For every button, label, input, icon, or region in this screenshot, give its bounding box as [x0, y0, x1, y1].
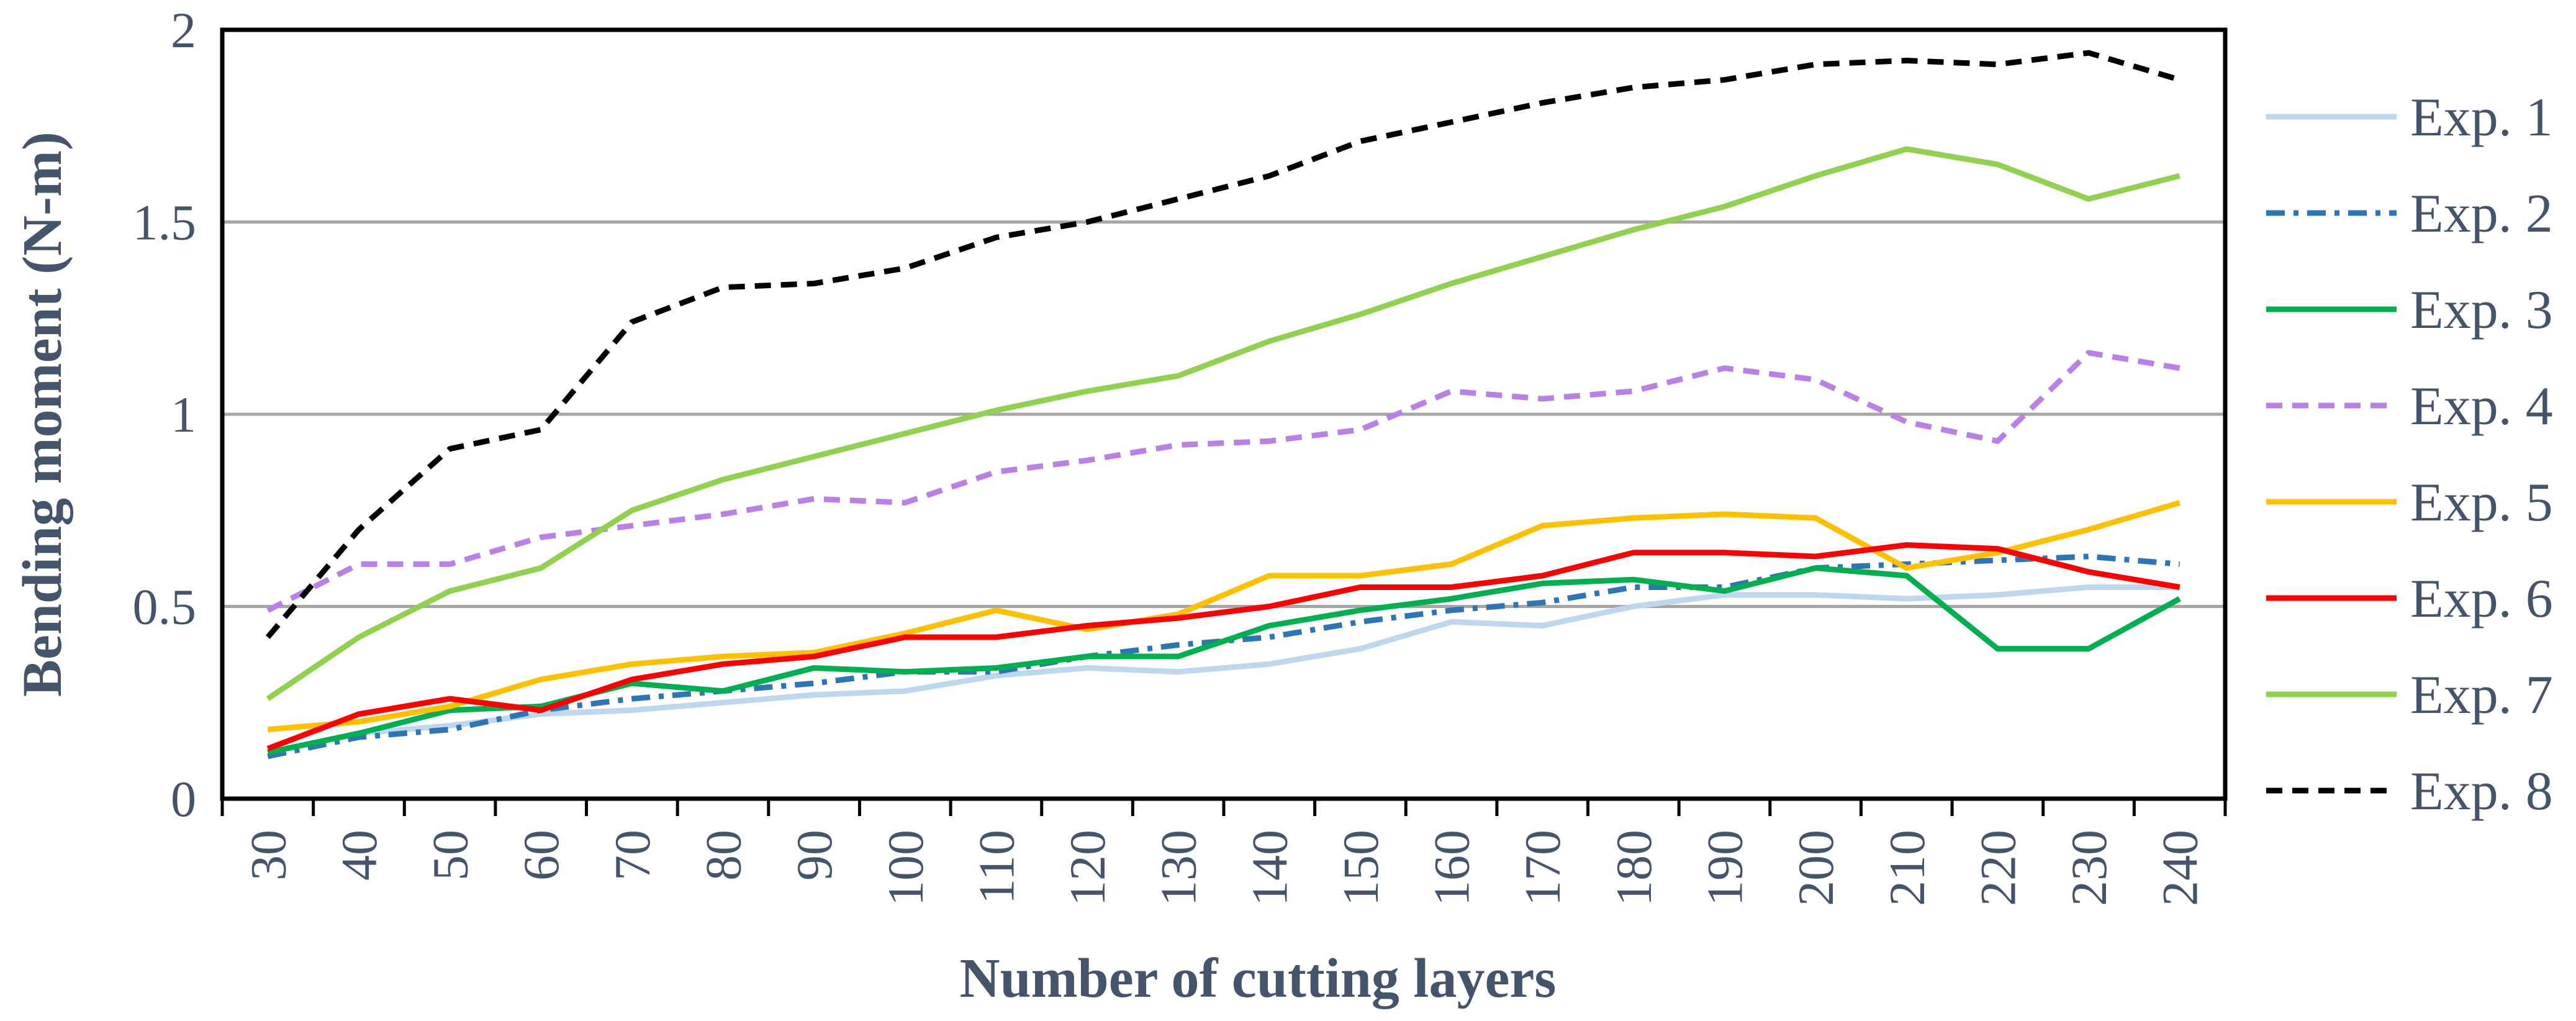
x-axis: 30 40 50 60 70 80 90 100 110 120 130 140 150 160 170 18… — [220, 799, 2227, 906]
series-line-exp-2 — [267, 553, 2181, 760]
x-tick-label: 30 — [240, 830, 296, 881]
y-tick-label: 1 — [171, 386, 196, 443]
series-layer — [265, 50, 2181, 760]
x-tick-label: 110 — [968, 830, 1024, 904]
series-line-exp-8 — [265, 50, 2181, 639]
series-line-exp-5 — [267, 500, 2181, 733]
x-tick-label: 160 — [1424, 830, 1480, 906]
x-axis-title: Number of cutting layers — [960, 948, 1557, 1009]
legend: Exp. 1 Exp. 2 Exp. 3 Exp. 4 Exp. 5 Exp. 6 Exp.… — [2266, 88, 2553, 822]
x-tick-label: 60 — [513, 830, 569, 881]
legend-label-exp-1: Exp. 1 — [2410, 88, 2553, 148]
legend-label-exp-7: Exp. 7 — [2410, 665, 2553, 725]
x-tick-label: 80 — [695, 830, 752, 881]
x-tick-label: 230 — [2061, 830, 2117, 906]
series-line-exp-7 — [266, 146, 2181, 701]
y-tick-label: 0 — [171, 771, 196, 827]
series-line-exp-6 — [266, 542, 2181, 751]
legend-label-exp-4: Exp. 4 — [2410, 376, 2553, 437]
series-line-exp-1 — [267, 584, 2180, 756]
x-tick-label: 210 — [1879, 830, 1935, 906]
x-tick-label: 130 — [1150, 830, 1207, 906]
x-tick-label: 200 — [1787, 830, 1844, 906]
x-tick-label: 120 — [1059, 830, 1116, 906]
legend-label-exp-5: Exp. 5 — [2410, 473, 2553, 533]
x-tick-label: 220 — [1969, 830, 2026, 906]
legend-label-exp-6: Exp. 6 — [2410, 569, 2553, 629]
x-tick-label: 140 — [1241, 830, 1298, 906]
x-tick-label: 190 — [1697, 830, 1753, 906]
x-tick-label: 70 — [604, 830, 661, 881]
legend-label-exp-3: Exp. 3 — [2410, 280, 2553, 340]
x-tick-label: 40 — [331, 830, 387, 881]
legend-label-exp-8: Exp. 8 — [2410, 761, 2553, 822]
y-tick-label: 2 — [171, 2, 196, 58]
x-tick-label: 50 — [422, 830, 479, 881]
y-tick-label: 0.5 — [133, 579, 197, 635]
y-axis: 0 0.5 1 1.5 2 — [133, 2, 197, 827]
x-tick-label: 170 — [1514, 830, 1571, 906]
legend-label-exp-2: Exp. 2 — [2410, 184, 2553, 244]
x-tick-label: 100 — [877, 830, 934, 906]
y-tick-label: 1.5 — [133, 194, 197, 251]
x-tick-label: 180 — [1606, 830, 1662, 906]
x-tick-label: 240 — [2152, 830, 2208, 906]
y-axis-title: Bending moment (N-m) — [12, 132, 73, 697]
x-tick-label: 90 — [786, 830, 843, 881]
x-tick-label: 150 — [1332, 830, 1389, 906]
series-line-exp-4 — [266, 350, 2181, 613]
